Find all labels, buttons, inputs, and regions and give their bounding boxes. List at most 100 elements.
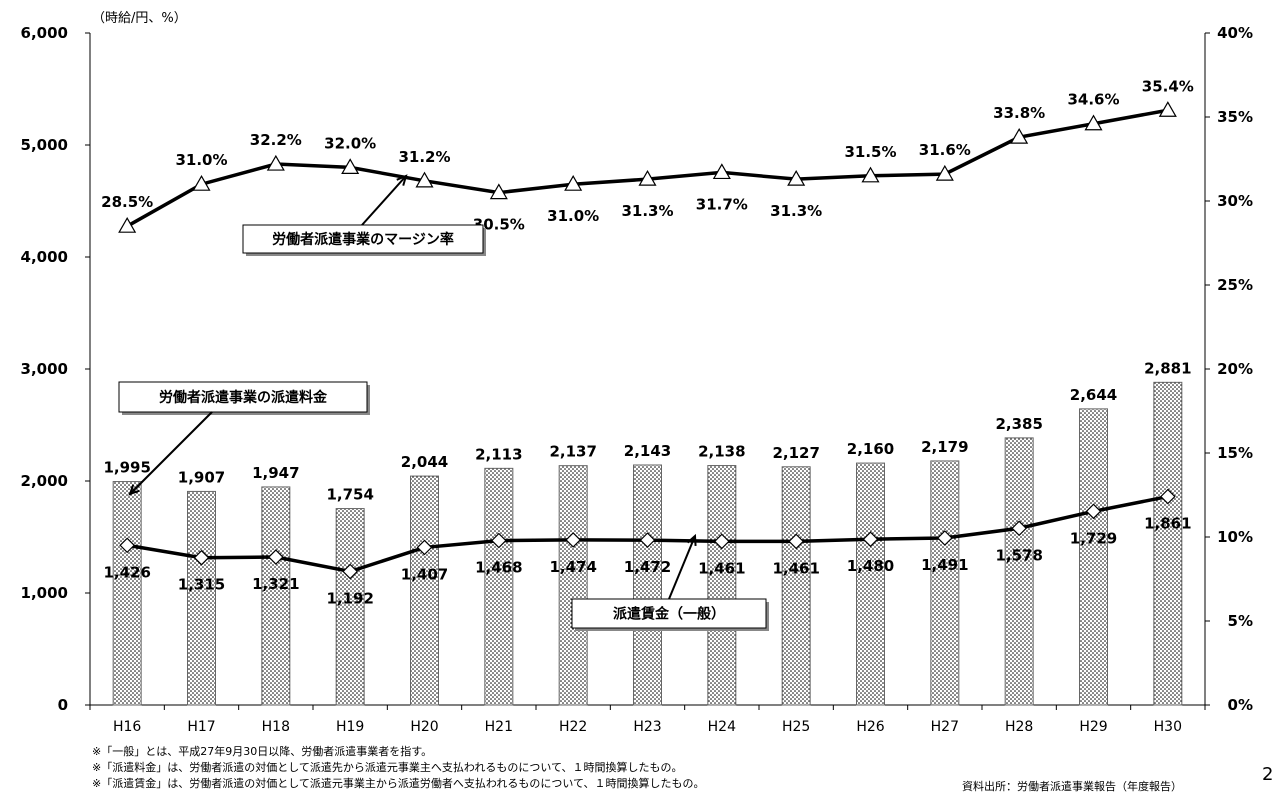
fee-label: 2,044	[401, 453, 448, 471]
margin-label: 33.8%	[993, 104, 1045, 122]
margin-callout-box	[242, 224, 484, 254]
fee-label: 2,385	[995, 415, 1042, 433]
fee-bar	[1079, 408, 1108, 706]
fee-bars	[112, 381, 1183, 706]
fee-label: 2,881	[1144, 359, 1191, 377]
margin-label: 31.3%	[621, 202, 673, 220]
wage-marker	[788, 533, 805, 550]
left-tick-label: 4,000	[21, 248, 68, 266]
margin-marker	[118, 216, 137, 233]
x-tick-label: H20	[410, 719, 438, 735]
wage-marker	[936, 530, 953, 546]
wage-marker	[416, 539, 433, 556]
x-tick-label: H27	[931, 719, 959, 735]
wage-marker	[1011, 520, 1028, 537]
wage-label: 1,480	[847, 557, 894, 575]
margin-marker	[935, 164, 954, 181]
fee-bar	[1153, 381, 1183, 706]
wage-marker	[862, 531, 879, 548]
x-tick-label: H28	[1005, 719, 1033, 735]
margin-label: 31.0%	[175, 151, 227, 169]
fee-label: 2,113	[475, 445, 522, 463]
margin-marker	[564, 174, 583, 191]
x-tick-label: H29	[1079, 719, 1107, 735]
footnote-1: ※「一般」とは、平成27年9月30日以降、労働者派遣事業者を指す。	[92, 745, 433, 758]
margin-label: 32.0%	[324, 134, 376, 152]
wage-marker	[1085, 503, 1102, 520]
wage-callout-arrowhead	[686, 533, 697, 547]
wage-label: 1,426	[103, 563, 150, 581]
fee-callout-text: 労働者派遣事業の派遣料金	[159, 389, 328, 406]
footnote-2: ※「派遣料金」は、労働者派遣の対価として派遣先から派遣元事業主へ支払われるものに…	[92, 761, 683, 774]
right-tick-label: 10%	[1217, 528, 1253, 546]
x-tick-label: H30	[1154, 719, 1182, 735]
fee-callout-arrow	[129, 411, 213, 495]
wage-label: 1,407	[401, 565, 448, 583]
x-tick-label: H16	[113, 719, 141, 735]
right-tick-label: 30%	[1217, 192, 1253, 210]
left-tick-label: 5,000	[21, 136, 68, 154]
fee-label: 1,947	[252, 464, 299, 482]
fee-label: 2,138	[698, 443, 745, 461]
right-tick-label: 25%	[1217, 276, 1253, 294]
margin-marker	[1010, 127, 1029, 144]
fee-bar	[930, 460, 960, 706]
margin-marker	[1158, 101, 1177, 117]
fee-bar	[335, 508, 365, 706]
wage-label: 1,461	[772, 559, 819, 577]
wage-label: 1,578	[995, 546, 1042, 564]
right-tick-label: 40%	[1217, 24, 1253, 42]
left-tick-label: 2,000	[21, 472, 68, 490]
margin-label: 31.0%	[547, 207, 599, 225]
margin-label: 32.2%	[250, 131, 302, 149]
x-tick-label: H18	[262, 719, 290, 735]
fee-bar	[558, 465, 588, 706]
margin-marker	[861, 166, 880, 183]
wage-marker	[119, 537, 136, 554]
margin-label: 31.6%	[919, 141, 971, 159]
left-tick-label: 1,000	[21, 584, 68, 602]
fee-label: 2,160	[847, 440, 894, 458]
x-tick-label: H17	[187, 719, 215, 735]
page-number: 2	[1262, 764, 1274, 785]
axes: 0 1,000 2,000 3,000 4,000 5,000 6,000 0% 5% 10% 15…	[21, 24, 1253, 735]
wage-callout-arrow	[668, 535, 696, 600]
wage-label: 1,461	[698, 559, 745, 577]
wage-marker	[342, 563, 359, 580]
right-tick-label: 35%	[1217, 108, 1253, 126]
fee-bar	[781, 466, 811, 706]
wage-label: 1,729	[1070, 529, 1117, 547]
wage-marker	[713, 533, 730, 550]
left-tick-label: 3,000	[21, 360, 68, 378]
wage-label: 1,315	[178, 576, 225, 594]
wage-marker	[1159, 488, 1176, 505]
margin-marker	[712, 163, 731, 180]
fee-bar	[187, 490, 216, 706]
footnote-3: ※「派遣賃金」は、労働者派遣の対価として派遣元事業主から派遣労働者へ支払われるも…	[92, 777, 705, 790]
left-tick-label: 6,000	[21, 24, 68, 42]
series-lines	[118, 101, 1177, 580]
fee-label: 2,644	[1070, 386, 1117, 404]
margin-label: 28.5%	[101, 193, 153, 211]
margin-marker	[266, 154, 285, 171]
margin-callout-text: 労働者派遣事業のマージン率	[272, 231, 454, 248]
margin-callout-arrowhead	[396, 174, 408, 186]
wage-label: 1,472	[624, 558, 671, 576]
fee-bar	[261, 486, 291, 706]
fee-bar	[112, 481, 142, 706]
margin-marker	[415, 171, 434, 188]
right-tick-label: 5%	[1228, 612, 1253, 630]
margin-marker	[341, 158, 360, 174]
fee-label: 1,754	[326, 486, 373, 504]
fee-bar	[484, 467, 514, 706]
unit-label: （時給/円、%）	[92, 11, 187, 26]
margin-marker	[489, 183, 508, 200]
margin-label: 34.6%	[1067, 91, 1119, 109]
wage-marker	[565, 532, 582, 548]
fee-bar	[707, 465, 737, 706]
x-tick-label: H22	[559, 719, 587, 735]
wage-marker	[193, 549, 210, 566]
wage-label: 1,474	[549, 558, 596, 576]
margin-marker	[192, 174, 211, 191]
